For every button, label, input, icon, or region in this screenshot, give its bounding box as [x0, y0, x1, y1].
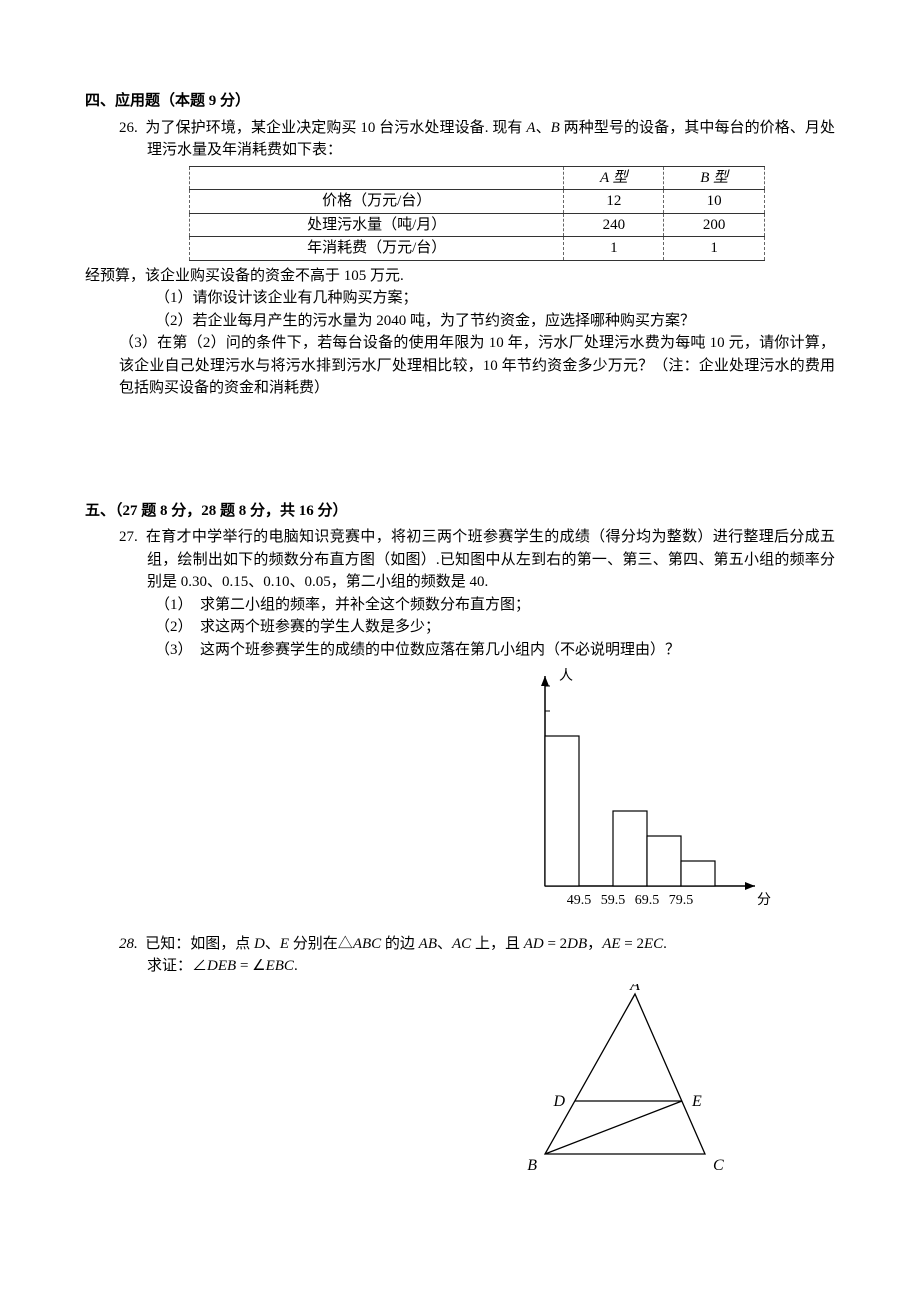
q26-after-table: 经预算，该企业购买设备的资金不高于 105 万元.: [85, 265, 835, 288]
histogram-svg: 49.5 59.5 69.5 79.5 人分: [515, 661, 775, 921]
q28-E: E: [280, 936, 289, 952]
svg-text:59.5: 59.5: [601, 893, 626, 908]
q28-sep2: 、: [437, 936, 452, 952]
table-row: 年消耗费（万元/台） 1 1: [190, 237, 765, 261]
q28-AE: AE: [602, 936, 620, 952]
q28-DEB: DEB: [207, 958, 236, 974]
q27-p3-num: （3）: [155, 642, 193, 658]
q26-b: B: [551, 120, 560, 136]
q28-t4: 上，且: [471, 936, 524, 952]
q28-end2: .: [294, 958, 298, 974]
question-26: 26. 为了保护环境，某企业决定购买 10 台污水处理设备. 现有 A、B 两种…: [119, 117, 835, 261]
svg-text:A: A: [629, 984, 640, 994]
th-blank: [190, 166, 564, 190]
r2-label: 处理污水量（吨/月）: [190, 213, 564, 237]
q28-AD: AD: [524, 936, 544, 952]
svg-text:69.5: 69.5: [635, 893, 660, 908]
q28-EBC: EBC: [266, 958, 294, 974]
q27-p1-text: 求第二小组的频率，并补全这个频数分布直方图；: [200, 597, 530, 613]
q27-number: 27.: [119, 529, 138, 545]
q28-diagram: A B C D E: [525, 984, 745, 1192]
r3-label: 年消耗费（万元/台）: [190, 237, 564, 261]
q28-eq2m: = 2: [621, 936, 644, 952]
q28-sep3: ，: [587, 936, 602, 952]
q26-p1: （1）请你设计该企业有几种购买方案；: [155, 287, 835, 310]
th-b-text: B 型: [700, 170, 728, 186]
q27-p2-text: 求这两个班参赛的学生人数是多少；: [200, 619, 440, 635]
r2-b: 200: [664, 213, 765, 237]
q28-number: 28.: [119, 936, 138, 952]
q26-table: A 型 B 型 价格（万元/台） 12 10 处理污水量（吨/月） 240 20…: [189, 166, 765, 261]
svg-text:79.5: 79.5: [669, 893, 694, 908]
svg-text:E: E: [691, 1093, 702, 1110]
q26-intro-1: 为了保护环境，某企业决定购买 10 台污水处理设备. 现有: [145, 120, 526, 136]
r3-b: 1: [664, 237, 765, 261]
r1-a: 12: [564, 190, 664, 214]
q28-EC: EC: [644, 936, 663, 952]
q28-eqsym: = ∠: [236, 958, 265, 974]
svg-text:分: 分: [757, 892, 771, 908]
q28-eq1m: = 2: [544, 936, 567, 952]
q28-t5: 求证：∠: [147, 958, 207, 974]
section-4-title: 四、应用题（本题 9 分）: [85, 90, 835, 113]
svg-text:D: D: [552, 1093, 565, 1110]
question-27: 27. 在育才中学举行的电脑知识竞赛中，将初三两个班参赛学生的成绩（得分均为整数…: [119, 526, 835, 661]
q28-t3: 的边: [381, 936, 419, 952]
q27-p3: （3） 这两个班参赛学生的成绩的中位数应落在第几小组内（不必说明理由）？: [155, 639, 835, 662]
r1-b: 10: [664, 190, 765, 214]
q26-sep: 、: [535, 120, 550, 136]
table-row: 处理污水量（吨/月） 240 200: [190, 213, 765, 237]
q26-p3: （3）在第（2）问的条件下，若每台设备的使用年限为 10 年，污水厂处理污水费为…: [119, 332, 835, 400]
r3-a: 1: [564, 237, 664, 261]
q27-p1: （1） 求第二小组的频率，并补全这个频数分布直方图；: [155, 594, 835, 617]
q27-p2-num: （2）: [155, 619, 193, 635]
th-a: A 型: [564, 166, 664, 190]
svg-text:B: B: [527, 1157, 537, 1174]
q27-p1-num: （1）: [155, 597, 193, 613]
r2-a: 240: [564, 213, 664, 237]
svg-text:人: 人: [559, 668, 573, 684]
table-row: A 型 B 型: [190, 166, 765, 190]
q28-ABC: ABC: [353, 936, 381, 952]
q26-p2: （2）若企业每月产生的污水量为 2040 吨，为了节约资金，应选择哪种购买方案？: [155, 310, 835, 333]
q28-AC: AC: [452, 936, 471, 952]
q27-p2: （2） 求这两个班参赛的学生人数是多少；: [155, 616, 835, 639]
q28-DB: DB: [567, 936, 587, 952]
r1-label: 价格（万元/台）: [190, 190, 564, 214]
q28-sep1: 、: [265, 936, 280, 952]
th-a-text: A 型: [600, 170, 628, 186]
table-row: 价格（万元/台） 12 10: [190, 190, 765, 214]
q26-number: 26.: [119, 120, 138, 136]
q28-t2: 分别在△: [289, 936, 353, 952]
q28-t1: 已知：如图，点: [145, 936, 254, 952]
q27-intro: 在育才中学举行的电脑知识竞赛中，将初三两个班参赛学生的成绩（得分均为整数）进行整…: [146, 529, 835, 590]
section-5-title: 五、（27 题 8 分，28 题 8 分，共 16 分）: [85, 500, 835, 523]
triangle-svg: A B C D E: [525, 984, 745, 1184]
q27-p3-text: 这两个班参赛学生的成绩的中位数应落在第几小组内（不必说明理由）？: [200, 642, 680, 658]
svg-text:C: C: [713, 1157, 724, 1174]
svg-text:49.5: 49.5: [567, 893, 592, 908]
q28-AB: AB: [419, 936, 437, 952]
question-28: 28. 已知：如图，点 D、E 分别在△ABC 的边 AB、AC 上，且 AD …: [119, 933, 835, 978]
th-b: B 型: [664, 166, 765, 190]
q28-end1: .: [663, 936, 667, 952]
q28-D: D: [254, 936, 265, 952]
q27-chart: 49.5 59.5 69.5 79.5 人分: [515, 661, 775, 929]
